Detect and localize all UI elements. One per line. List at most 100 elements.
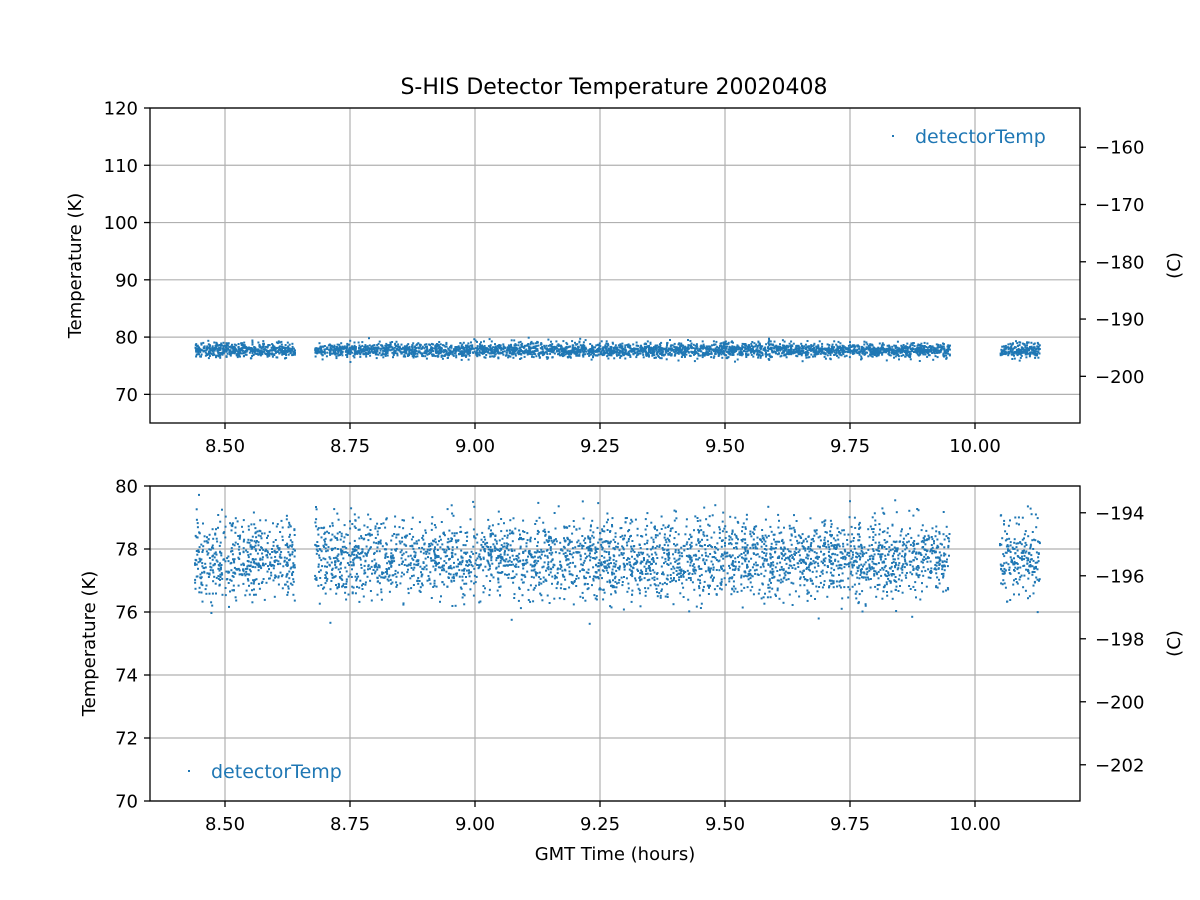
data-point (212, 580, 215, 583)
y-tick-label: 110 (104, 156, 138, 177)
data-point (894, 344, 897, 347)
data-point (361, 341, 364, 344)
data-point (235, 354, 238, 357)
data-point (249, 539, 252, 542)
data-point (609, 347, 612, 350)
data-point (535, 348, 538, 351)
data-point (544, 554, 547, 557)
data-point (211, 558, 214, 561)
data-point (426, 353, 429, 356)
data-point (527, 588, 530, 591)
data-point (824, 352, 827, 355)
data-point (343, 346, 346, 349)
data-point (386, 344, 389, 347)
data-point (276, 545, 279, 548)
data-point (904, 351, 907, 354)
data-point (594, 349, 597, 352)
legend-marker (892, 135, 894, 137)
y-tick-label: 100 (104, 213, 138, 234)
data-point (729, 349, 732, 352)
data-point (778, 346, 781, 349)
data-point (842, 353, 845, 355)
data-point (292, 571, 295, 573)
data-point (214, 533, 217, 536)
data-point (766, 347, 769, 350)
data-point (221, 508, 223, 511)
data-point (918, 346, 921, 349)
data-point (316, 347, 319, 350)
data-point (756, 353, 759, 356)
data-point (860, 568, 863, 571)
data-point (883, 349, 886, 352)
data-point (271, 346, 274, 349)
data-point (699, 350, 702, 353)
data-point (380, 354, 383, 357)
data-point (718, 536, 721, 539)
data-point (782, 351, 784, 354)
data-point (669, 345, 672, 348)
data-point (363, 350, 366, 353)
data-point (345, 353, 348, 356)
data-point (281, 351, 284, 354)
data-point (804, 343, 807, 346)
data-point (850, 350, 853, 352)
data-point (349, 339, 352, 342)
data-point (818, 340, 821, 343)
data-point (204, 566, 207, 569)
data-point (585, 350, 587, 353)
data-point (291, 349, 294, 352)
data-point (574, 341, 576, 344)
data-point (830, 348, 833, 350)
data-point (234, 347, 237, 350)
data-point (209, 352, 212, 354)
data-point (221, 353, 224, 356)
data-point (1038, 344, 1041, 347)
data-point (226, 352, 229, 355)
data-point (220, 344, 223, 347)
data-point (412, 356, 415, 359)
data-point (500, 346, 503, 349)
data-point (449, 349, 452, 352)
data-point (755, 348, 758, 351)
data-point (697, 354, 700, 357)
data-point (270, 556, 273, 559)
data-point (670, 347, 673, 350)
data-point (241, 573, 243, 576)
data-point (257, 541, 260, 544)
data-point (196, 526, 199, 529)
data-point (835, 343, 838, 346)
data-point (815, 348, 818, 351)
data-point (844, 556, 847, 559)
data-point (411, 348, 414, 351)
data-point (558, 354, 561, 357)
data-point (894, 541, 897, 544)
data-point (833, 346, 835, 349)
data-point (323, 345, 326, 347)
data-point (226, 344, 229, 347)
data-point (875, 348, 878, 350)
data-point (238, 545, 241, 548)
data-point (280, 575, 283, 578)
data-point (255, 563, 258, 566)
data-point (876, 350, 878, 353)
data-point (394, 343, 397, 346)
data-point (945, 348, 948, 351)
data-point (265, 349, 268, 352)
data-point (577, 350, 580, 353)
data-point (895, 550, 898, 553)
data-point (281, 347, 284, 350)
data-point (267, 551, 269, 554)
data-point (517, 349, 520, 352)
data-point (934, 347, 937, 350)
data-point (520, 353, 523, 356)
data-point (257, 534, 260, 537)
data-point (533, 555, 536, 558)
data-point (490, 347, 493, 350)
data-point (216, 540, 219, 543)
data-point (695, 605, 698, 608)
data-point (408, 352, 411, 355)
data-point (293, 555, 296, 558)
data-point (752, 352, 755, 355)
data-point (606, 345, 609, 348)
data-point (467, 342, 470, 345)
